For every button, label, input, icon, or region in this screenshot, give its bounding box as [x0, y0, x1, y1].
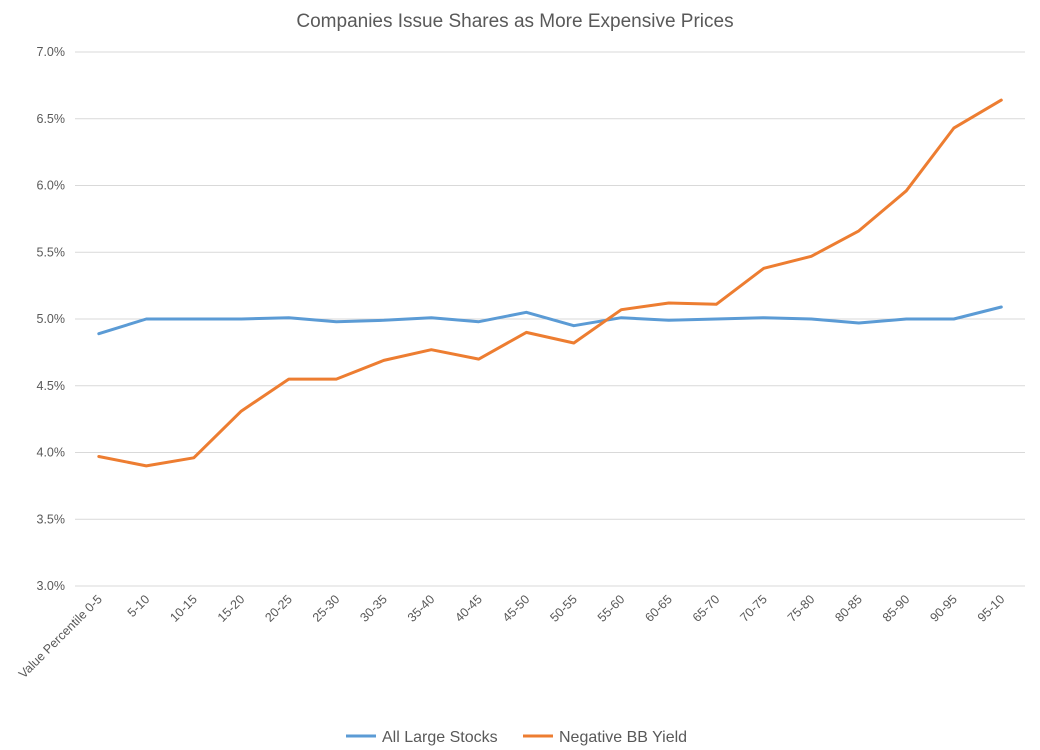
x-tick-label: 95-10	[975, 592, 1008, 625]
x-tick-label: 15-20	[215, 592, 248, 625]
y-tick-label: 4.5%	[37, 379, 66, 393]
x-axis: Value Percentile 0-5 5-10 10-15 15-20 20-25 2…	[16, 592, 1007, 681]
x-tick-label: 25-30	[310, 592, 343, 625]
x-tick-label: 20-25	[262, 592, 295, 625]
x-tick-label: 65-70	[690, 592, 723, 625]
x-tick-label: 55-60	[595, 592, 628, 625]
x-tick-label: 90-95	[927, 592, 960, 625]
y-tick-label: 3.0%	[37, 579, 66, 593]
x-tick-label: Value Percentile 0-5	[16, 592, 105, 681]
y-tick-label: 5.0%	[37, 312, 66, 326]
x-tick-label: 75-80	[785, 592, 818, 625]
x-tick-label: 85-90	[880, 592, 913, 625]
series-line-0	[97, 305, 1003, 336]
x-tick-label: 10-15	[167, 592, 200, 625]
x-tick-label: 40-45	[452, 592, 485, 625]
y-tick-label: 6.0%	[37, 179, 66, 193]
x-tick-label: 5-10	[125, 592, 153, 620]
x-tick-label: 50-55	[547, 592, 580, 625]
x-tick-label: 45-50	[500, 592, 533, 625]
y-tick-label: 3.5%	[37, 512, 66, 526]
chart-title: Companies Issue Shares as More Expensive…	[296, 11, 733, 32]
x-tick-label: 30-35	[357, 592, 390, 625]
y-tick-label: 4.0%	[37, 446, 66, 460]
legend-label: Negative BB Yield	[559, 729, 687, 746]
x-tick-label: 80-85	[832, 592, 865, 625]
y-tick-label: 5.5%	[37, 245, 66, 259]
y-tick-label: 6.5%	[37, 112, 66, 126]
x-tick-label: 35-40	[405, 592, 438, 625]
series-line-1	[97, 98, 1003, 468]
series-lines	[97, 98, 1003, 468]
y-tick-label: 7.0%	[37, 45, 66, 59]
x-tick-label: 60-65	[642, 592, 675, 625]
legend-label: All Large Stocks	[382, 729, 498, 746]
y-axis: 3.0% 3.5% 4.0% 4.5% 5.0% 5.5% 6.0% 6.5% 7.0%	[37, 45, 66, 593]
legend: All Large Stocks Negative BB Yield	[346, 729, 687, 746]
x-tick-label: 70-75	[737, 592, 770, 625]
